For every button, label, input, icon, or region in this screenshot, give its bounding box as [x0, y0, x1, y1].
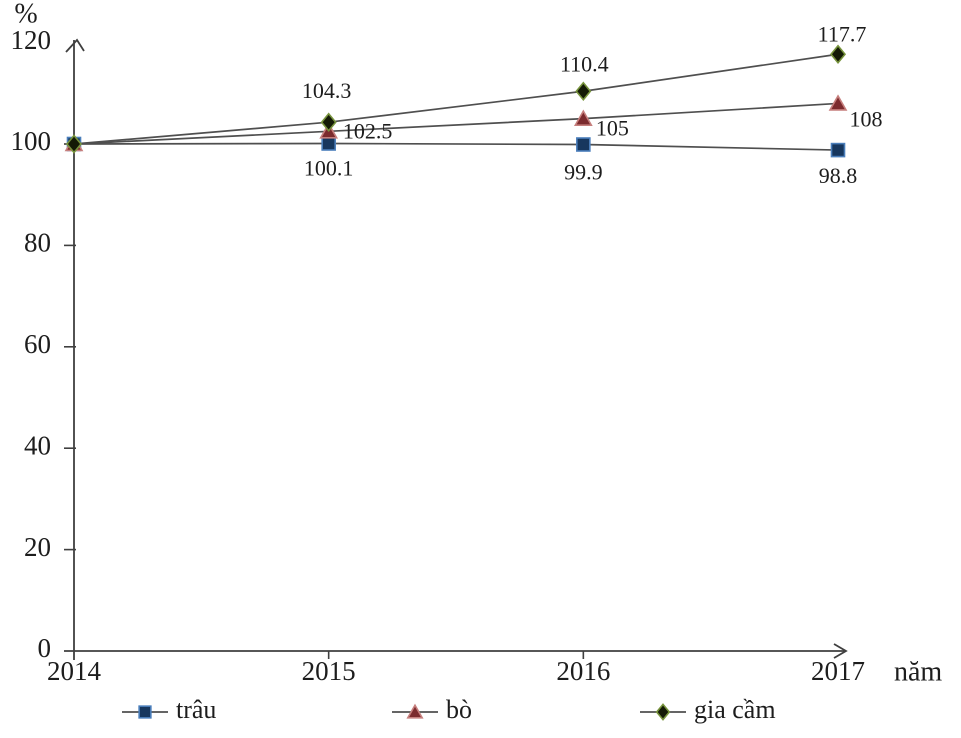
- legend-marker-diamond-icon: [655, 703, 671, 721]
- data-point-label: 98.8: [819, 163, 858, 188]
- series-line-2: [73, 102, 839, 145]
- legend-item: gia cầm: [640, 695, 776, 724]
- data-point-marker: [576, 137, 591, 152]
- data-point-marker: [830, 142, 846, 158]
- data-point-marker: [573, 109, 593, 126]
- y-axis-arrow-icon: [65, 38, 85, 53]
- y-axis-title: %: [14, 0, 37, 29]
- data-point-label: 110.4: [560, 51, 609, 76]
- y-tick-label: 100: [11, 126, 52, 156]
- x-axis-title: năm: [894, 656, 942, 687]
- data-point-marker: [575, 81, 592, 102]
- data-point-label: 117.7: [818, 21, 867, 46]
- x-tick-label: 2015: [302, 656, 356, 686]
- legend-label: gia cầm: [694, 695, 776, 724]
- y-tick-label: 20: [24, 532, 51, 562]
- data-point-marker: [320, 112, 337, 132]
- y-tick-label: 0: [38, 633, 52, 663]
- legend-marker-square-icon: [138, 705, 152, 719]
- data-point-label: 105: [596, 116, 629, 141]
- data-point-marker: [828, 94, 848, 111]
- data-point-label: 99.9: [564, 160, 603, 185]
- x-tick-label: 2017: [811, 656, 865, 686]
- legend-label: bò: [446, 695, 472, 724]
- data-point-marker: [829, 44, 847, 65]
- y-tick-label: 120: [11, 25, 52, 55]
- legend-item: trâu: [122, 695, 216, 724]
- legend-marker-triangle-icon: [406, 703, 424, 719]
- data-point-label: 108: [850, 106, 883, 131]
- x-tick-label: 2016: [556, 656, 610, 686]
- y-tick-label: 60: [24, 329, 51, 359]
- data-point-marker: [321, 136, 336, 151]
- legend-item: bò: [392, 695, 472, 724]
- data-point-label: 104.3: [302, 78, 352, 103]
- data-point-marker: [65, 134, 83, 154]
- y-tick-label: 80: [24, 228, 51, 258]
- x-tick-label: 2014: [47, 656, 102, 686]
- data-point-label: 100.1: [304, 156, 354, 181]
- series-line-3: [73, 53, 839, 145]
- y-tick-label: 40: [24, 430, 51, 460]
- x-axis-arrow-icon: [833, 643, 848, 659]
- legend-label: trâu: [176, 695, 216, 724]
- data-point-label: 102.5: [343, 118, 393, 143]
- series-line-1: [73, 142, 839, 151]
